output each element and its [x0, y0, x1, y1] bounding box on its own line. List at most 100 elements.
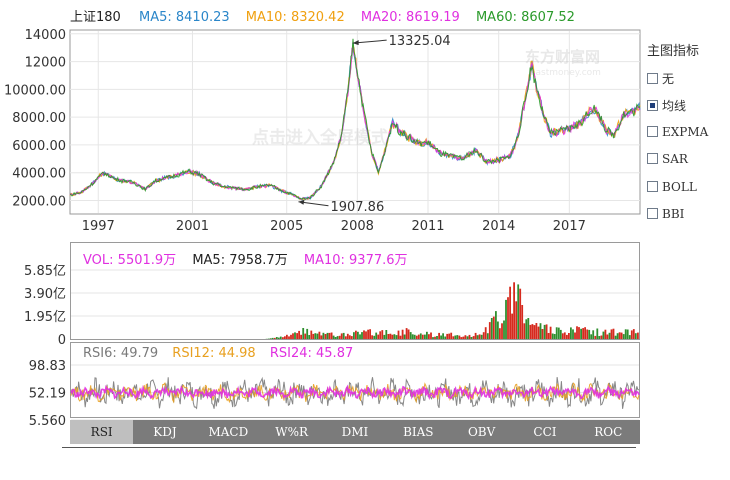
vol-bar: [322, 332, 325, 339]
vol-bar: [444, 336, 447, 339]
vol-bar: [298, 330, 300, 339]
vol-bar: [320, 335, 323, 339]
tab-roc[interactable]: ROC: [594, 425, 623, 439]
vol-bar: [612, 328, 615, 339]
vol-bar: [572, 329, 574, 339]
vol-bar: [292, 333, 294, 339]
vol-bar: [480, 334, 483, 339]
ma60-label: MA60:: [475, 10, 517, 25]
vol-bar: [503, 320, 505, 339]
vol-bar: [482, 332, 485, 339]
vol-bar: [604, 329, 607, 339]
tab-cci[interactable]: CCI: [533, 425, 557, 439]
rsi-legend: RSI6: 49.79 RSI12: 44.98 RSI24: 45.87: [83, 346, 353, 361]
vol-bar: [458, 335, 461, 339]
vol-bar: [300, 334, 302, 339]
vol-bar: [377, 334, 380, 339]
indicator-sar[interactable]: SAR: [647, 152, 688, 166]
price-x-tick: 2005: [270, 219, 303, 234]
tab-dmi[interactable]: DMI: [341, 425, 369, 439]
vol-y-tick: 5.85亿: [24, 264, 66, 279]
checkbox-ma[interactable]: [647, 100, 658, 111]
checkbox-sar[interactable]: [647, 153, 658, 164]
vol-bar: [566, 334, 568, 339]
vol-bar: [409, 332, 412, 339]
indicator-boll[interactable]: BOLL: [647, 180, 697, 194]
vol-bar: [344, 336, 347, 339]
vol-bar: [428, 334, 430, 339]
vol-bar: [476, 335, 479, 339]
vol-bar: [568, 333, 570, 339]
volume-legend: VOL: 5501.9万 MA5: 7958.7万 MA10: 9377.6万: [83, 249, 408, 268]
vol-bar: [442, 333, 444, 339]
price-x-tick: 2008: [341, 219, 374, 234]
vol-bar: [308, 335, 311, 339]
tab-bias[interactable]: BIAS: [403, 425, 434, 439]
checkbox-boll[interactable]: [647, 181, 658, 192]
volume-panel[interactable]: [70, 242, 640, 340]
vol-bar: [574, 332, 576, 339]
vol-bar: [539, 323, 542, 339]
vol-bar: [509, 286, 511, 339]
vol-bar: [371, 335, 373, 339]
vol-bar: [312, 333, 315, 339]
vol-bar: [551, 333, 554, 339]
price-x-tick: 1997: [82, 219, 115, 234]
vol-bar: [547, 333, 550, 339]
price-series-ma60: [69, 38, 641, 201]
vol-bar: [413, 334, 416, 339]
price-y-tick: 10000.00: [4, 83, 66, 98]
vol-bar: [367, 329, 369, 339]
vol-bar: [405, 328, 408, 339]
vol-bar: [373, 335, 376, 339]
vol-bar: [361, 332, 363, 339]
vol-bar: [355, 330, 357, 339]
vol-bar: [338, 335, 341, 339]
tab-wr[interactable]: W%R: [275, 425, 309, 439]
vol-bar: [334, 337, 337, 339]
vol-bar: [401, 329, 404, 339]
vol-y-tick: 1.95亿: [24, 310, 66, 325]
rsi-chart: 98.83 52.19 5.560: [29, 359, 640, 425]
vol-bar: [632, 329, 635, 339]
rsi-panel[interactable]: [70, 342, 640, 418]
indicator-bbi[interactable]: BBI: [647, 207, 684, 221]
vol-bar: [318, 331, 321, 339]
vol-bar: [348, 335, 351, 339]
checkbox-bbi[interactable]: [647, 208, 658, 219]
vol-bar: [332, 335, 335, 339]
vol-bar: [614, 335, 617, 339]
vol-bar: [600, 335, 603, 339]
vol-bar: [448, 333, 451, 339]
price-chart[interactable]: 东方财富网 eastmoney.com 点击进入全屏模式 14000 12000 1…: [0, 0, 645, 240]
vol-bar: [294, 332, 296, 339]
tab-rsi[interactable]: RSI: [70, 420, 134, 444]
vol-bar: [501, 323, 503, 339]
checkbox-none[interactable]: [647, 73, 658, 84]
stock-code: 180: [96, 10, 121, 25]
indicator-expma[interactable]: EXPMA: [647, 125, 708, 139]
tab-obv[interactable]: OBV: [467, 425, 496, 439]
rsi12-label: RSI12:: [172, 346, 215, 361]
indicator-ma[interactable]: 均线: [647, 97, 686, 114]
vol-bar: [468, 334, 471, 339]
tab-kdj[interactable]: KDJ: [153, 425, 177, 439]
tab-macd[interactable]: MACD: [208, 425, 249, 439]
checkbox-expma[interactable]: [647, 126, 658, 137]
vol-ma10-value: 9377.6万: [349, 253, 408, 268]
indicator-none[interactable]: 无: [647, 70, 674, 87]
vol-bar: [417, 334, 420, 339]
vol-bar: [456, 335, 459, 339]
vol-bar: [342, 332, 345, 339]
vol-bar: [626, 329, 629, 339]
vol-bar: [634, 333, 637, 339]
vol-bar: [616, 333, 619, 339]
vol-bar: [440, 335, 442, 339]
vol-bar: [505, 299, 507, 339]
vol-bar: [452, 336, 455, 339]
vol-bar: [389, 333, 392, 339]
vol-bar: [576, 326, 578, 339]
vol-bar: [399, 335, 402, 339]
price-x-tick: 2001: [176, 219, 209, 234]
vol-bar: [470, 337, 473, 339]
